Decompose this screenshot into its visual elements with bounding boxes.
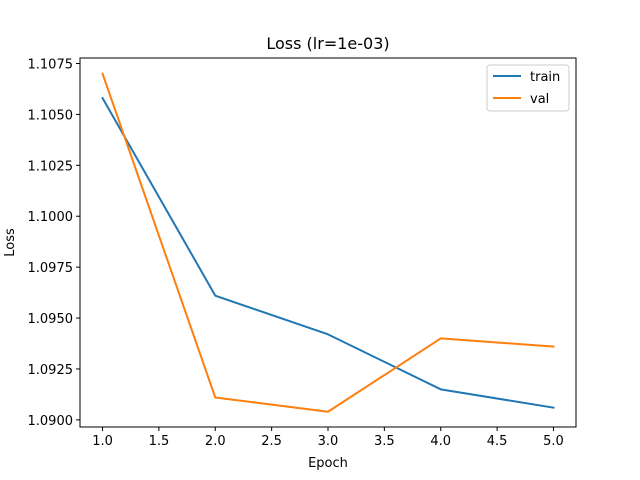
y-axis: 1.0900 1.0925 1.0950 1.0975 1.1000 1.1025 1.10… [28, 57, 80, 429]
x-axis-label: Epoch [308, 456, 348, 471]
x-axis: 1.0 1.5 2.0 2.5 3.0 3.5 4.0 4.5 5.0 [92, 427, 564, 449]
x-tick-label: 1.5 [149, 434, 170, 449]
x-tick-label: 3.5 [374, 434, 395, 449]
x-tick-label: 3.0 [318, 434, 339, 449]
y-axis-label: Loss [3, 228, 18, 257]
y-tick-label: 1.0950 [28, 312, 74, 327]
series-layer [101, 72, 555, 413]
y-tick-label: 1.1000 [28, 210, 74, 225]
x-tick-label: 4.5 [487, 434, 508, 449]
x-tick-label: 4.0 [430, 434, 451, 449]
y-tick-label: 1.1025 [28, 159, 74, 174]
y-tick-label: 1.0975 [28, 261, 74, 276]
x-tick-label: 2.5 [261, 434, 282, 449]
y-tick-label: 1.0925 [28, 363, 74, 378]
legend-label-train: train [530, 70, 560, 85]
y-tick-label: 1.1050 [28, 108, 74, 123]
series-line-val [101, 72, 555, 413]
chart-title: Loss (lr=1e-03) [266, 34, 389, 53]
x-tick-label: 2.0 [205, 434, 226, 449]
series-line-train [101, 96, 555, 409]
x-tick-label: 1.0 [92, 434, 113, 449]
y-tick-label: 1.1075 [28, 57, 74, 72]
y-tick-label: 1.0900 [28, 414, 74, 429]
x-tick-label: 5.0 [543, 434, 564, 449]
legend-label-val: val [530, 92, 549, 107]
legend: train val [486, 64, 570, 112]
